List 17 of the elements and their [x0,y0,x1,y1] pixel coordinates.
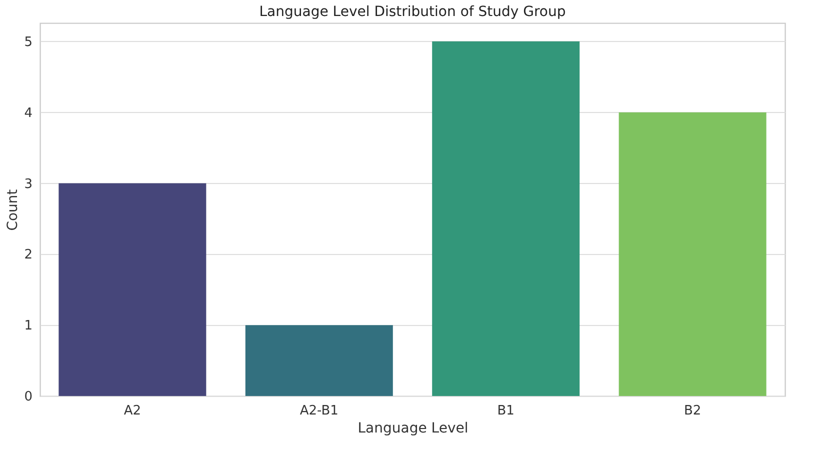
chart-title: Language Level Distribution of Study Group [259,4,566,20]
bar [432,41,580,396]
bar [58,183,206,396]
x-tick-label: A2 [124,404,142,418]
y-tick-label: 3 [24,176,32,192]
x-tick-label: A2-B1 [300,404,338,418]
bar [618,112,766,396]
y-axis-title: Count [5,188,22,231]
y-tick-label: 2 [24,248,32,263]
x-tick-label: B2 [684,404,702,418]
y-tick-label: 5 [24,34,32,50]
y-tick-label: 0 [24,390,32,404]
x-axis-title: Language Level [358,420,468,436]
y-tick-label: 1 [24,318,32,334]
x-tick-label: B1 [497,404,514,418]
bar [245,325,393,396]
y-tick-label: 4 [24,106,32,121]
